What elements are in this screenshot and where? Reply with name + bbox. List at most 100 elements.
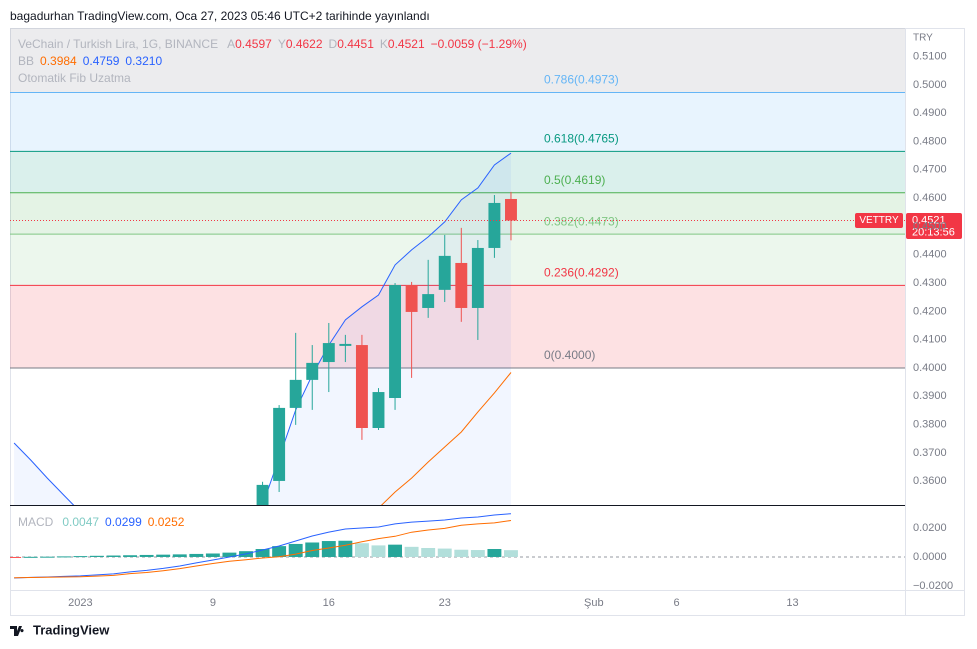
histogram-bar xyxy=(272,546,287,557)
candle-body xyxy=(389,285,402,398)
histogram-bar xyxy=(354,543,369,557)
fib-zone xyxy=(10,28,905,93)
candle-body xyxy=(256,484,269,505)
x-tick-label: Şub xyxy=(584,597,604,609)
y-tick-label: 0.4000 xyxy=(913,362,947,374)
y-tick-label: 0.4900 xyxy=(913,107,947,119)
fib-label: 0.236(0.4292) xyxy=(544,265,619,279)
bb-fill xyxy=(262,153,511,505)
legend-item: Otomatik Fib Uzatma xyxy=(18,71,131,85)
legend-line: VeChain / Turkish Lira, 1G, BINANCE A0.45… xyxy=(18,37,527,51)
legend-line: BB 0.3984 0.4759 0.3210 xyxy=(18,54,162,68)
histogram-bar xyxy=(470,550,485,557)
price-tag-symbol: VETTRY xyxy=(859,215,899,226)
histogram-bar xyxy=(139,554,154,557)
fib-zone xyxy=(10,192,905,235)
x-tick-label: 6 xyxy=(674,597,680,609)
y-tick-label: −0.0200 xyxy=(913,580,953,592)
macd-pane xyxy=(10,513,905,579)
legend-item: 0.3210 xyxy=(125,54,162,68)
y-tick-label: 0.0000 xyxy=(913,551,947,563)
histogram-bar xyxy=(156,554,171,557)
candle-body xyxy=(355,345,368,429)
legend-item: 0.4622 xyxy=(286,37,323,51)
y-tick-label: 0.4100 xyxy=(913,334,947,346)
bb-upper xyxy=(13,152,512,505)
y-tick-label: 0.5100 xyxy=(913,50,947,62)
x-tick-label: 2 xyxy=(905,597,911,609)
x-tick-label: 23 xyxy=(439,597,451,609)
candle-body xyxy=(438,255,451,290)
histogram-bar xyxy=(255,549,270,557)
candle-body xyxy=(372,392,385,429)
y-tick-label: 0.4400 xyxy=(913,249,947,261)
x-tick-label: 13 xyxy=(786,597,798,609)
candle-body xyxy=(405,285,418,312)
frame xyxy=(10,28,965,616)
fib-label: 0.382(0.4473) xyxy=(544,214,619,228)
y-tick-label: 0.4600 xyxy=(913,192,947,204)
y-unit: TRY xyxy=(913,33,933,44)
candle-body xyxy=(455,262,468,308)
bb-basis xyxy=(380,372,512,505)
fib-zone xyxy=(10,151,905,193)
histogram-bar xyxy=(305,542,320,557)
legend-item: 0.4521 xyxy=(388,37,425,51)
legend-item: 0.0047 xyxy=(62,515,99,529)
fib-label: 0.786(0.4973) xyxy=(544,73,619,87)
fib-label: 0.5(0.4619) xyxy=(544,173,605,187)
histogram-bar xyxy=(421,547,436,557)
y-tick-label: 0.4800 xyxy=(913,135,947,147)
candle-body xyxy=(488,202,501,248)
y-tick-label: 0.4200 xyxy=(913,305,947,317)
fib-zone xyxy=(10,92,905,152)
y-tick-label: 0.4300 xyxy=(913,277,947,289)
histogram-bar xyxy=(404,546,419,557)
overlay: VETTRY 0.452120:13:560.36000.37000.38000.… xyxy=(18,33,962,592)
fib-label: 0(0.4000) xyxy=(544,348,595,362)
histogram-bar xyxy=(338,540,353,557)
price-tag-box xyxy=(906,212,962,239)
y-tick-label: 0.3600 xyxy=(913,475,947,487)
candle-body xyxy=(471,247,484,308)
histogram-bar xyxy=(123,555,138,557)
histogram-bar xyxy=(73,556,88,558)
legend-item: 0.0252 xyxy=(148,515,185,529)
legend-item: VeChain / Turkish Lira, 1G, BINANCE xyxy=(18,37,218,51)
macd-line xyxy=(14,513,512,579)
histogram-bar xyxy=(487,549,502,557)
histogram-bar xyxy=(437,548,452,557)
histogram-bar xyxy=(321,541,336,557)
legend-item: D xyxy=(329,37,338,51)
histogram-bar xyxy=(89,555,104,557)
histogram-bar xyxy=(504,550,518,557)
histogram-bar xyxy=(371,545,386,557)
bb-fill xyxy=(14,443,81,505)
x-tick-label: 16 xyxy=(323,597,335,609)
legend-item: 0.4759 xyxy=(83,54,120,68)
legend-line: MACD 0.0047 0.0299 0.0252 xyxy=(18,515,185,529)
price-tag-price: 0.4521 xyxy=(912,214,946,226)
histogram-bar xyxy=(205,553,220,557)
fib-label: 0.618(0.4765) xyxy=(544,132,619,146)
histogram-bar xyxy=(388,544,403,557)
candle-body xyxy=(306,362,319,380)
histogram-bar xyxy=(454,549,469,557)
legend-item: 0.0299 xyxy=(105,515,142,529)
histogram-bar xyxy=(23,556,38,558)
candle-body xyxy=(422,294,435,308)
x-tick-label: 2023 xyxy=(68,597,92,609)
histogram-bar xyxy=(106,555,121,557)
legend-item: MACD xyxy=(18,515,54,529)
histogram-bar xyxy=(10,556,22,558)
legend-item: A xyxy=(227,37,235,51)
legend-item: 0.4451 xyxy=(337,37,374,51)
histogram-bar xyxy=(56,556,71,558)
legend-item: 0.4597 xyxy=(235,37,272,51)
y-tick-label: 0.4500 xyxy=(913,220,947,232)
legend-item: K xyxy=(380,37,388,51)
price-tag-countdown: 20:13:56 xyxy=(912,226,955,238)
histogram-bar xyxy=(222,552,237,557)
